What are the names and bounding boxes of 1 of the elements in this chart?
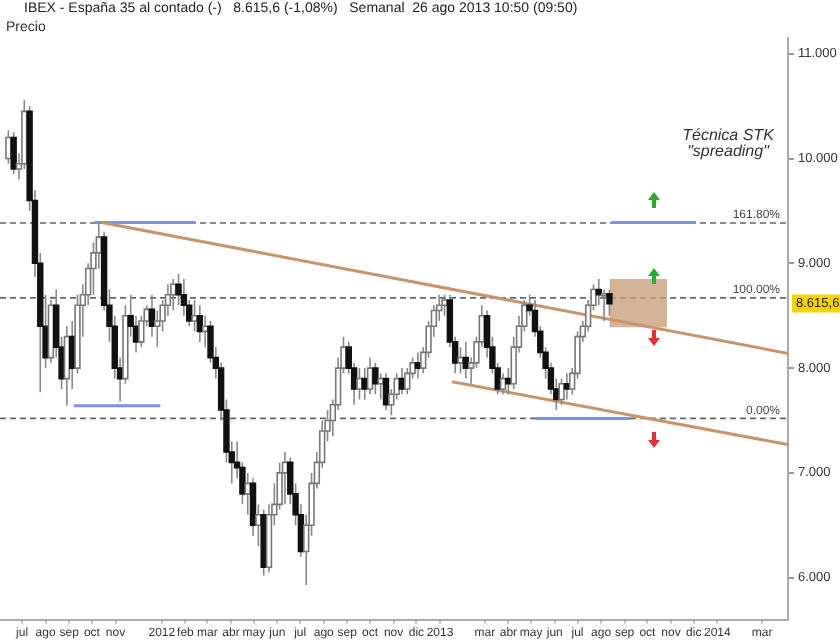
annotation: Técnica STK "spreading" <box>682 126 776 161</box>
